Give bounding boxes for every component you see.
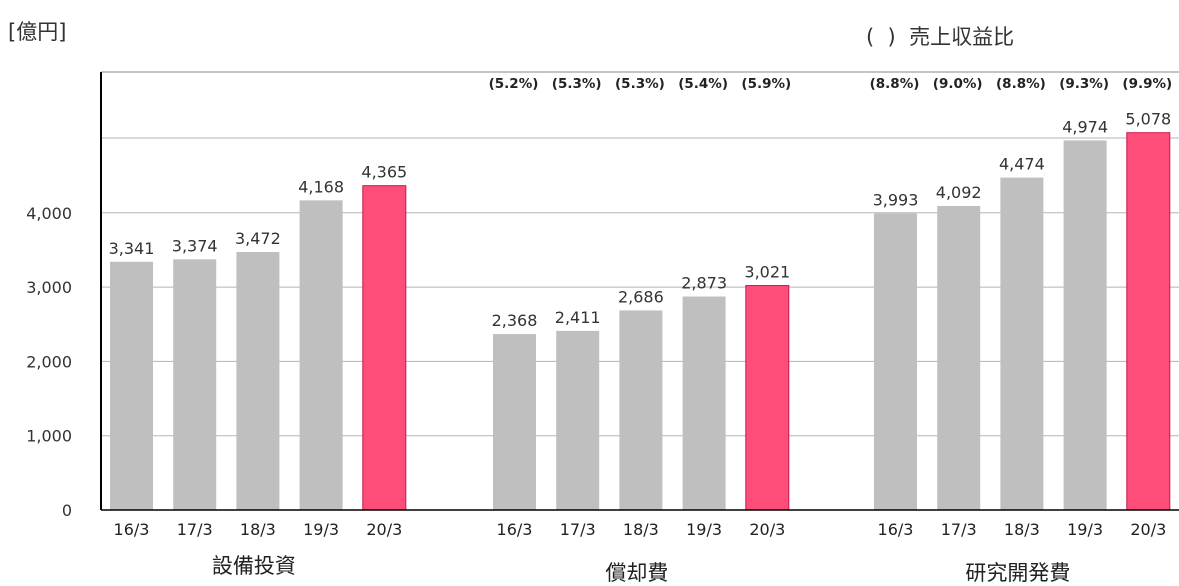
bar-value-label: 3,374 — [172, 236, 218, 255]
y-tick-label: 3,000 — [26, 278, 72, 297]
bar — [619, 310, 663, 510]
x-tick-label: 19/3 — [303, 520, 339, 539]
x-tick-label: 16/3 — [497, 520, 533, 539]
ratio-label: (9.3%) — [1059, 76, 1109, 92]
ratio-label: (8.8%) — [996, 76, 1046, 92]
bar — [1063, 140, 1107, 510]
bar-value-label: 4,365 — [361, 163, 407, 182]
bar — [556, 330, 600, 510]
bar — [1000, 177, 1044, 511]
bar — [493, 334, 536, 510]
bar-value-label: 3,341 — [109, 239, 155, 258]
ratio-label: (9.9%) — [1122, 76, 1172, 92]
y-tick-label: 1,000 — [26, 427, 72, 446]
x-tick-label: 16/3 — [878, 520, 914, 539]
x-tick-label: 20/3 — [749, 520, 785, 539]
bar-value-label: 3,472 — [235, 229, 281, 248]
group-label: 設備投資 — [212, 554, 296, 578]
y-tick-label: 2,000 — [26, 352, 72, 371]
x-tick-label: 17/3 — [177, 520, 213, 539]
ratio-label: (5.4%) — [678, 76, 728, 92]
ratio-label: (5.3%) — [552, 76, 602, 92]
x-tick-label: 19/3 — [1067, 520, 1103, 539]
bar-value-label: 2,686 — [618, 287, 664, 306]
ratio-label: (8.8%) — [870, 76, 920, 92]
ratio-label: (9.0%) — [933, 76, 983, 92]
unit-label: [億円] — [8, 20, 67, 44]
labels: 0 1,000 2,000 3,000 4,000 3,341 16/3 3,374 17/3 3… — [26, 76, 1172, 585]
grid-lines — [101, 71, 1179, 437]
x-tick-label: 16/3 — [114, 520, 150, 539]
bar-value-label: 3,021 — [744, 263, 790, 282]
bar-value-label: 5,078 — [1125, 110, 1171, 129]
x-tick-label: 17/3 — [560, 520, 596, 539]
ratio-label: (5.2%) — [489, 76, 539, 92]
bar — [745, 285, 790, 511]
bar — [362, 185, 407, 511]
bars — [110, 132, 1171, 511]
bar — [1126, 132, 1171, 511]
y-tick-label: 4,000 — [26, 204, 72, 223]
bar-value-label: 4,474 — [999, 155, 1045, 174]
bar-value-label: 4,974 — [1062, 117, 1108, 136]
x-tick-label: 18/3 — [623, 520, 659, 539]
x-tick-label: 19/3 — [686, 520, 722, 539]
bar — [236, 252, 280, 510]
bar-value-label: 4,092 — [936, 183, 982, 202]
y-tick-label: 0 — [62, 501, 72, 520]
bar — [173, 259, 217, 510]
bar — [937, 205, 981, 510]
bar-value-label: 2,411 — [555, 308, 601, 327]
bar-value-label: 3,993 — [873, 190, 919, 209]
bar-value-label: 2,368 — [492, 311, 538, 330]
ratio-label: (5.3%) — [615, 76, 665, 92]
ratio-legend: ( ) 売上収益比 — [866, 25, 1015, 49]
group-label: 研究開発費 — [965, 561, 1070, 585]
x-tick-label: 18/3 — [1004, 520, 1040, 539]
x-tick-label: 17/3 — [941, 520, 977, 539]
x-tick-label: 20/3 — [366, 520, 402, 539]
bar — [299, 200, 343, 510]
x-tick-label: 18/3 — [240, 520, 276, 539]
bar-value-label: 2,873 — [681, 274, 727, 293]
bar — [874, 213, 917, 510]
bar — [682, 296, 726, 510]
x-tick-label: 20/3 — [1130, 520, 1166, 539]
bar-value-label: 4,168 — [298, 177, 344, 196]
ratio-label: (5.9%) — [741, 76, 791, 92]
group-label: 償却費 — [605, 561, 668, 585]
bar — [110, 261, 153, 510]
